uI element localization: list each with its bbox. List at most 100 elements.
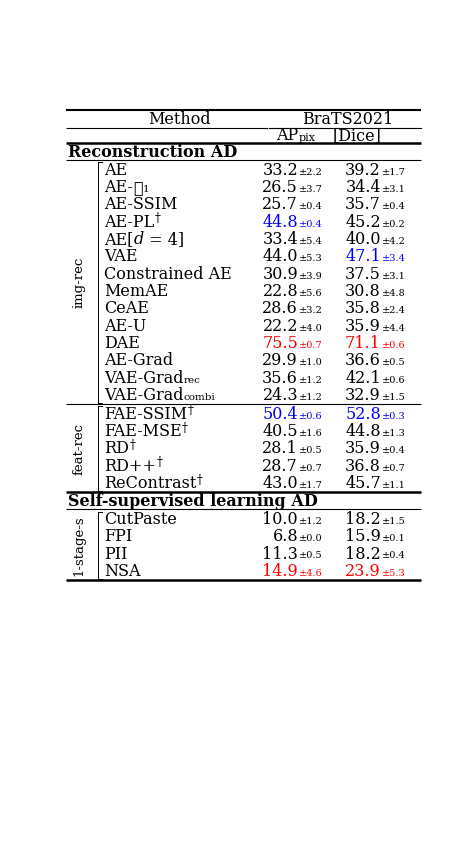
Text: FPI: FPI: [104, 529, 133, 545]
Text: FAE-SSIM: FAE-SSIM: [104, 406, 188, 423]
Text: 52.8: 52.8: [345, 406, 381, 423]
Text: 25.7: 25.7: [262, 196, 298, 214]
Text: ±0.2: ±0.2: [382, 220, 406, 228]
Text: AE-: AE-: [104, 179, 133, 196]
Text: ReContrast: ReContrast: [104, 475, 197, 492]
Text: 1-stage-s: 1-stage-s: [72, 515, 85, 576]
Text: 40.0: 40.0: [345, 231, 381, 248]
Text: img-rec: img-rec: [72, 257, 85, 309]
Text: ±3.7: ±3.7: [299, 185, 323, 194]
Text: 33.2: 33.2: [262, 162, 298, 179]
Text: DAE: DAE: [104, 335, 140, 352]
Text: 40.5: 40.5: [263, 423, 298, 440]
Text: CutPaste: CutPaste: [104, 511, 177, 528]
Text: ±5.3: ±5.3: [382, 569, 406, 578]
Text: ±0.6: ±0.6: [299, 412, 323, 420]
Text: ±4.8: ±4.8: [382, 289, 406, 298]
Text: 75.5: 75.5: [262, 335, 298, 352]
Text: 71.1: 71.1: [345, 335, 381, 352]
Text: 43.0: 43.0: [263, 475, 298, 492]
Text: ±1.2: ±1.2: [299, 393, 323, 402]
Text: ±4.4: ±4.4: [382, 324, 406, 332]
Text: ±5.6: ±5.6: [299, 289, 323, 298]
Text: ±0.7: ±0.7: [299, 464, 323, 472]
Text: ±4.2: ±4.2: [382, 237, 406, 246]
Text: ±0.7: ±0.7: [382, 464, 406, 472]
Text: ±0.4: ±0.4: [299, 220, 323, 228]
Text: 28.1: 28.1: [262, 440, 298, 458]
Text: 44.8: 44.8: [345, 423, 381, 440]
Text: Reconstruction AD: Reconstruction AD: [68, 144, 237, 161]
Text: 36.8: 36.8: [345, 458, 381, 475]
Text: d: d: [133, 231, 144, 248]
Text: AE-Grad: AE-Grad: [104, 352, 173, 369]
Text: 11.3: 11.3: [262, 546, 298, 562]
Text: ±0.4: ±0.4: [299, 202, 323, 211]
Text: pix: pix: [299, 133, 316, 143]
Text: 30.8: 30.8: [345, 283, 381, 300]
Text: ±5.4: ±5.4: [299, 237, 323, 246]
Text: 24.3: 24.3: [263, 387, 298, 404]
Text: ±5.3: ±5.3: [299, 254, 323, 263]
Text: AE: AE: [104, 162, 127, 179]
Text: AE-SSIM: AE-SSIM: [104, 196, 178, 214]
Text: ±0.6: ±0.6: [382, 375, 405, 385]
Text: AE[: AE[: [104, 231, 133, 248]
Text: 18.2: 18.2: [345, 511, 381, 528]
Text: VAE-Grad: VAE-Grad: [104, 387, 184, 404]
Text: ±0.0: ±0.0: [299, 535, 323, 543]
Text: 36.6: 36.6: [345, 352, 381, 369]
Text: ±0.1: ±0.1: [382, 535, 406, 543]
Text: ±0.4: ±0.4: [382, 202, 406, 211]
Text: ±0.7: ±0.7: [299, 341, 323, 349]
Text: 26.5: 26.5: [262, 179, 298, 196]
Text: 10.0: 10.0: [263, 511, 298, 528]
Text: 32.9: 32.9: [345, 387, 381, 404]
Text: FAE-MSE: FAE-MSE: [104, 423, 182, 440]
Text: Method: Method: [148, 111, 211, 128]
Text: ±1.3: ±1.3: [382, 429, 406, 438]
Text: 28.7: 28.7: [262, 458, 298, 475]
Text: [Dice]: [Dice]: [332, 127, 381, 144]
Text: 18.2: 18.2: [345, 546, 381, 562]
Text: †: †: [156, 457, 162, 470]
Text: rec: rec: [184, 376, 201, 385]
Text: 14.9: 14.9: [262, 563, 298, 580]
Text: †: †: [182, 421, 188, 434]
Text: AP: AP: [276, 127, 298, 144]
Text: ±1.1: ±1.1: [382, 481, 406, 490]
Text: 30.9: 30.9: [262, 266, 298, 283]
Text: ±3.4: ±3.4: [382, 254, 406, 263]
Text: ±1.7: ±1.7: [299, 481, 323, 490]
Text: ±0.5: ±0.5: [299, 446, 323, 455]
Text: ±0.6: ±0.6: [382, 341, 405, 349]
Text: 1: 1: [143, 185, 150, 195]
Text: ±0.5: ±0.5: [299, 552, 323, 561]
Text: †: †: [197, 474, 202, 487]
Text: 35.8: 35.8: [345, 300, 381, 317]
Text: 28.6: 28.6: [262, 300, 298, 317]
Text: RD++: RD++: [104, 458, 156, 475]
Text: ±0.4: ±0.4: [382, 552, 406, 561]
Text: ±1.5: ±1.5: [382, 393, 406, 402]
Text: RD: RD: [104, 440, 129, 458]
Text: feat-rec: feat-rec: [72, 423, 85, 475]
Text: ±1.7: ±1.7: [382, 168, 406, 176]
Text: 22.2: 22.2: [263, 317, 298, 335]
Text: ±3.1: ±3.1: [382, 272, 406, 280]
Text: ±4.0: ±4.0: [299, 324, 323, 332]
Text: ±1.5: ±1.5: [382, 516, 406, 526]
Text: MemAE: MemAE: [104, 283, 169, 300]
Text: 33.4: 33.4: [262, 231, 298, 248]
Text: 45.2: 45.2: [345, 214, 381, 231]
Text: 29.9: 29.9: [262, 352, 298, 369]
Text: ±0.3: ±0.3: [382, 412, 406, 420]
Text: 34.4: 34.4: [345, 179, 381, 196]
Text: AE-U: AE-U: [104, 317, 147, 335]
Text: ±1.2: ±1.2: [299, 375, 323, 385]
Text: 35.6: 35.6: [262, 369, 298, 387]
Text: VAE-Grad: VAE-Grad: [104, 369, 184, 387]
Text: 39.2: 39.2: [345, 162, 381, 179]
Text: 44.8: 44.8: [263, 214, 298, 231]
Text: †: †: [129, 439, 135, 452]
